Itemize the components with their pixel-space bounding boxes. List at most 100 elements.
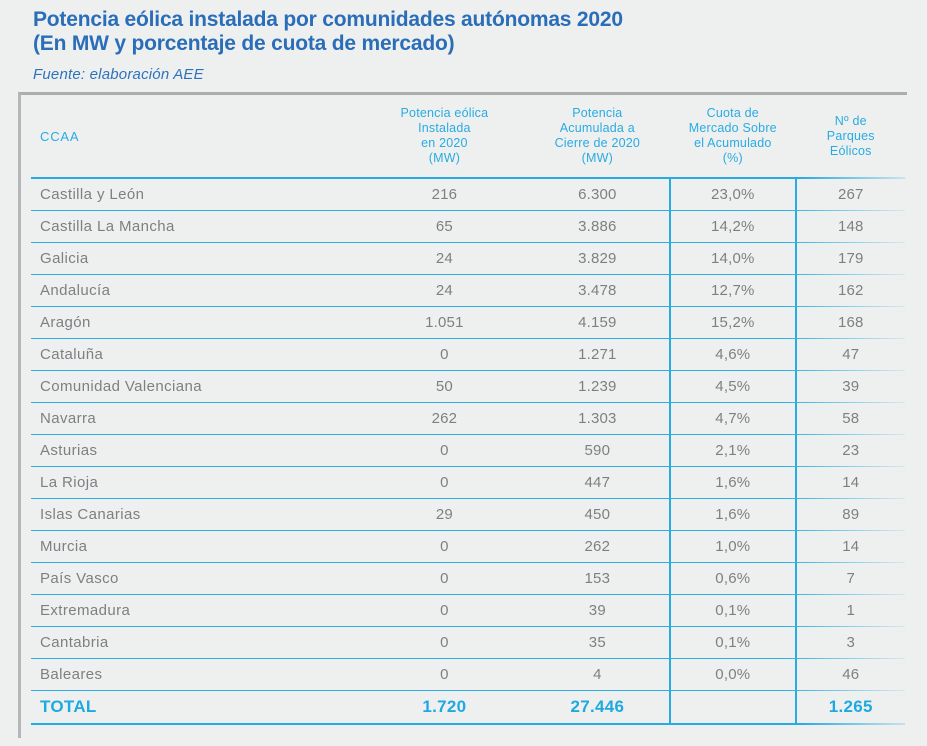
cuota-cell: 4,6% [669, 339, 797, 370]
parques-cell: 58 [842, 410, 860, 427]
acumulada-cell: 262 [584, 538, 611, 555]
acumulada-cell: 3.886 [578, 218, 617, 235]
ccaa-cell: Andalucía [40, 282, 111, 299]
instalada-cell: 0 [440, 442, 449, 459]
instalada-cell: 29 [435, 506, 453, 523]
ccaa-cell: Comunidad Valenciana [40, 378, 202, 395]
total-label: TOTAL [40, 697, 97, 716]
table-row: Castilla y León 216 6.300 23,0% 267 [31, 179, 905, 211]
cuota-cell: 4,7% [669, 403, 797, 434]
acumulada-cell: 590 [584, 442, 611, 459]
instalada-cell: 0 [440, 666, 449, 683]
table-row: Baleares 0 4 0,0% 46 [31, 659, 905, 691]
cuota-cell: 14,2% [669, 211, 797, 242]
acumulada-cell: 4 [593, 666, 602, 683]
instalada-cell: 0 [440, 602, 449, 619]
header-instalada-2020: Potencia eólica Instalada en 2020 (MW) [400, 106, 489, 165]
ccaa-cell: Cataluña [40, 346, 104, 363]
ccaa-cell: Baleares [40, 666, 103, 683]
instalada-cell: 50 [435, 378, 453, 395]
header-num-parques: Nº de Parques Eólicos [826, 113, 875, 158]
ccaa-cell: Asturias [40, 442, 98, 459]
ccaa-cell: Aragón [40, 314, 91, 331]
parques-cell: 267 [837, 186, 864, 203]
parques-cell: 14 [842, 474, 860, 491]
table-row: Islas Canarias 29 450 1,6% 89 [31, 499, 905, 531]
ccaa-cell: Castilla y León [40, 186, 145, 203]
total-cuota-cell [669, 691, 797, 723]
table-header-row: CCAA Potencia eólica Instalada en 2020 (… [31, 95, 905, 179]
acumulada-cell: 39 [588, 602, 606, 619]
parques-cell: 179 [837, 250, 864, 267]
instalada-cell: 24 [435, 250, 453, 267]
cuota-cell: 0,1% [669, 627, 797, 658]
instalada-cell: 262 [431, 410, 458, 427]
acumulada-cell: 1.271 [578, 346, 617, 363]
ccaa-cell: Islas Canarias [40, 506, 141, 523]
total-acumulada-cell: 27.446 [570, 697, 625, 716]
table-body: Castilla y León 216 6.300 23,0% 267 Castilla … [31, 179, 905, 691]
parques-cell: 14 [842, 538, 860, 555]
acumulada-cell: 1.239 [578, 378, 617, 395]
instalada-cell: 65 [435, 218, 453, 235]
table-row: Cataluña 0 1.271 4,6% 47 [31, 339, 905, 371]
table-row: La Rioja 0 447 1,6% 14 [31, 467, 905, 499]
parques-cell: 3 [846, 634, 856, 651]
cuota-cell: 1,0% [669, 531, 797, 562]
table-row: Murcia 0 262 1,0% 14 [31, 531, 905, 563]
ccaa-cell: Extremadura [40, 602, 131, 619]
parques-cell: 7 [846, 570, 856, 587]
cuota-cell: 2,1% [669, 435, 797, 466]
table-row: Castilla La Mancha 65 3.886 14,2% 148 [31, 211, 905, 243]
cuota-cell: 23,0% [669, 179, 797, 210]
cuota-cell: 14,0% [669, 243, 797, 274]
total-parques-cell: 1.265 [828, 697, 873, 716]
header-cuota-mercado: Cuota de Mercado Sobre el Acumulado (%) [688, 106, 777, 165]
acumulada-cell: 4.159 [578, 314, 617, 331]
table-row: Asturias 0 590 2,1% 23 [31, 435, 905, 467]
header-ccaa: CCAA [40, 128, 80, 144]
table-row: Cantabria 0 35 0,1% 3 [31, 627, 905, 659]
instalada-cell: 24 [435, 282, 453, 299]
table-row: País Vasco 0 153 0,6% 7 [31, 563, 905, 595]
instalada-cell: 0 [440, 474, 449, 491]
page-title: Potencia eólica instalada por comunidade… [33, 8, 623, 55]
instalada-cell: 0 [440, 634, 449, 651]
cuota-cell: 0,0% [669, 659, 797, 690]
total-instalada-cell: 1.720 [422, 697, 467, 716]
ccaa-cell: Murcia [40, 538, 88, 555]
cuota-cell: 4,5% [669, 371, 797, 402]
instalada-cell: 0 [440, 538, 449, 555]
parques-cell: 162 [837, 282, 864, 299]
table-row: Navarra 262 1.303 4,7% 58 [31, 403, 905, 435]
instalada-cell: 1.051 [425, 314, 464, 331]
cuota-cell: 1,6% [669, 499, 797, 530]
table-row: Comunidad Valenciana 50 1.239 4,5% 39 [31, 371, 905, 403]
parques-cell: 168 [837, 314, 864, 331]
parques-cell: 46 [842, 666, 860, 683]
total-row: TOTAL 1.720 27.446 1.265 [31, 691, 905, 725]
acumulada-cell: 3.478 [578, 282, 617, 299]
cuota-cell: 12,7% [669, 275, 797, 306]
parques-cell: 1 [846, 602, 856, 619]
parques-cell: 39 [842, 378, 860, 395]
cuota-cell: 15,2% [669, 307, 797, 338]
cuota-cell: 1,6% [669, 467, 797, 498]
ccaa-cell: Cantabria [40, 634, 109, 651]
parques-cell: 89 [842, 506, 860, 523]
ccaa-cell: País Vasco [40, 570, 119, 587]
acumulada-cell: 450 [584, 506, 611, 523]
ccaa-cell: Galicia [40, 250, 89, 267]
data-table: CCAA Potencia eólica Instalada en 2020 (… [31, 95, 905, 725]
acumulada-cell: 35 [588, 634, 606, 651]
cuota-cell: 0,1% [669, 595, 797, 626]
acumulada-cell: 1.303 [578, 410, 617, 427]
ccaa-cell: Navarra [40, 410, 97, 427]
acumulada-cell: 6.300 [578, 186, 617, 203]
acumulada-cell: 447 [584, 474, 611, 491]
acumulada-cell: 3.829 [578, 250, 617, 267]
instalada-cell: 0 [440, 570, 449, 587]
acumulada-cell: 153 [584, 570, 611, 587]
parques-cell: 148 [837, 218, 864, 235]
instalada-cell: 0 [440, 346, 449, 363]
